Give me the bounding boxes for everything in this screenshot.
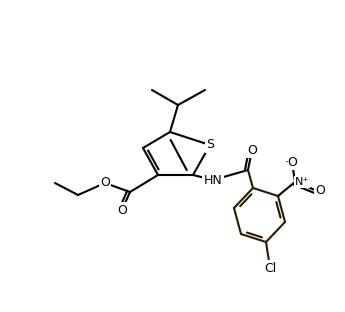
Text: O: O [315,183,325,197]
Text: O: O [100,177,110,189]
Text: O: O [117,203,127,217]
Text: Cl: Cl [264,261,276,275]
Text: S: S [206,139,214,152]
Text: O: O [247,144,257,157]
Text: HN: HN [204,173,223,187]
Text: ·O: ·O [285,155,299,168]
Text: N⁺: N⁺ [295,177,309,187]
